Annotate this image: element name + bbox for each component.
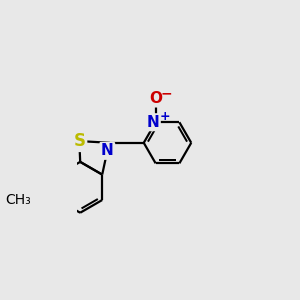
Text: O: O	[149, 91, 162, 106]
Text: +: +	[160, 110, 170, 123]
Text: N: N	[101, 143, 114, 158]
Text: CH₃: CH₃	[5, 193, 31, 207]
Text: S: S	[73, 132, 85, 150]
Text: N: N	[146, 115, 159, 130]
Text: −: −	[161, 86, 172, 100]
